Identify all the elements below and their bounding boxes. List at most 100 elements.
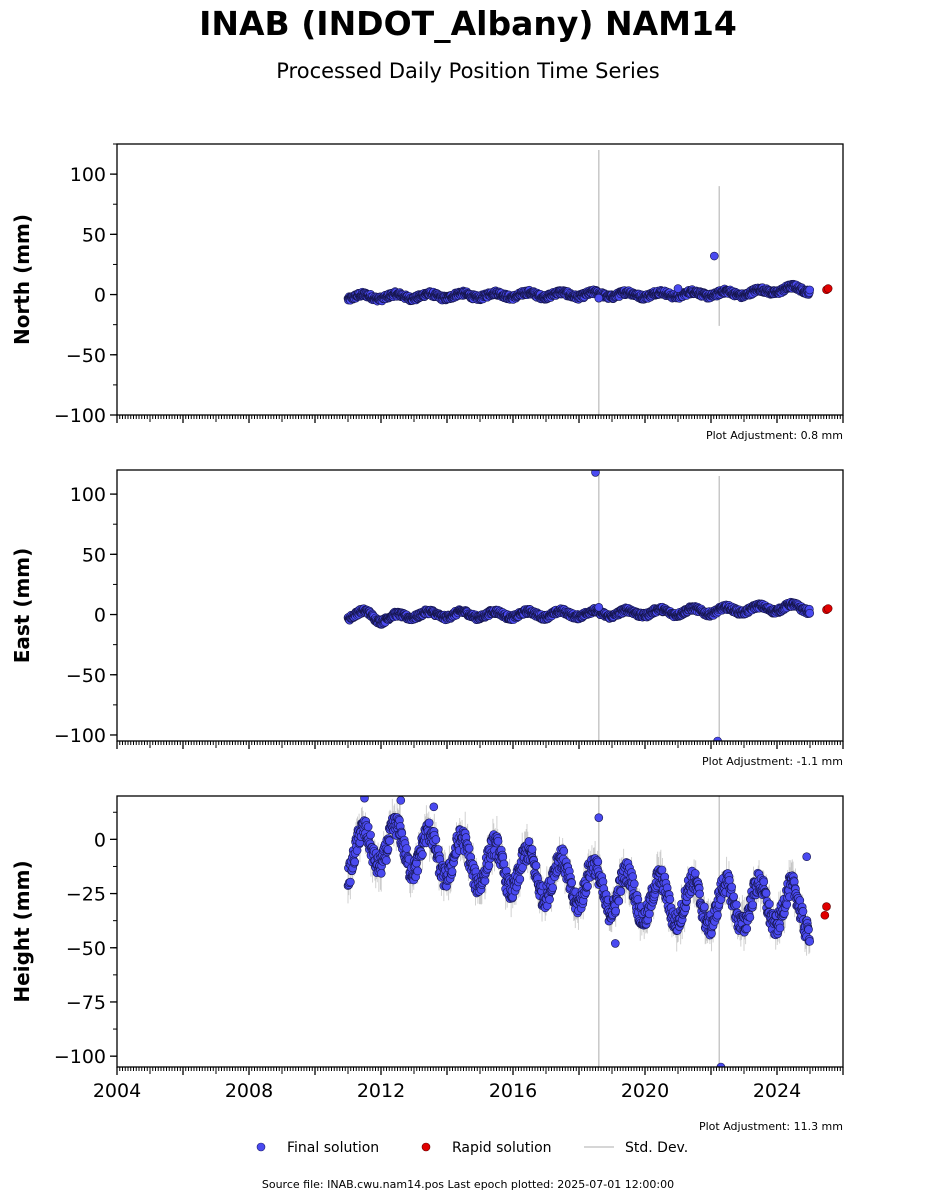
y-tick-label: −100: [54, 1046, 106, 1068]
y-tick-label: −100: [54, 725, 106, 747]
final-point: [742, 924, 752, 933]
final-point: [545, 895, 554, 904]
final-point: [665, 894, 675, 904]
y-tick-label: 0: [94, 605, 106, 627]
chart-subtitle: Processed Daily Position Time Series: [276, 59, 660, 83]
final-point: [559, 846, 569, 856]
final-point: [775, 923, 785, 933]
final-point: [350, 857, 360, 867]
y-tick-label: 100: [70, 164, 106, 186]
final-point: [761, 888, 771, 898]
final-point: [593, 857, 603, 867]
plot-area: [343, 150, 833, 415]
final-point: [366, 830, 375, 840]
final-point: [527, 844, 537, 854]
final-outlier-point: [610, 939, 620, 948]
final-point: [531, 861, 541, 870]
final-outlier-point: [396, 796, 406, 805]
final-point: [431, 835, 441, 844]
final-point: [493, 836, 503, 846]
final-point: [805, 285, 815, 295]
plot-adjustment-note: Plot Adjustment: -1.1 mm: [702, 755, 843, 768]
final-point: [611, 906, 620, 916]
final-point: [805, 608, 815, 618]
y-tick-label: −50: [66, 938, 106, 960]
final-point: [729, 892, 739, 901]
y-tick-label: 50: [82, 544, 106, 566]
y-tick-label: 100: [70, 484, 106, 506]
final-point: [524, 837, 534, 846]
final-point: [464, 843, 474, 853]
y-tick-label: −75: [66, 992, 106, 1014]
final-outlier-point: [709, 251, 719, 261]
final-point: [645, 909, 654, 919]
final-point: [583, 881, 592, 891]
y-axis-label: North (mm): [10, 214, 34, 345]
rapid-point: [820, 910, 830, 920]
final-point: [598, 877, 608, 886]
y-tick-label: 50: [82, 224, 106, 246]
final-point: [748, 900, 758, 910]
y-tick-label: −50: [66, 665, 106, 687]
y-tick-label: 0: [94, 285, 106, 307]
final-point: [765, 899, 774, 909]
final-point: [628, 872, 638, 881]
final-point: [727, 882, 737, 892]
final-outlier-point: [594, 293, 604, 303]
final-point: [424, 818, 434, 828]
final-outlier-point: [429, 802, 439, 812]
final-outlier-point: [594, 813, 604, 822]
y-tick-label: −50: [66, 345, 106, 367]
final-point: [363, 822, 373, 832]
axes-frame: [116, 143, 844, 416]
final-point: [630, 879, 639, 889]
final-point: [548, 883, 558, 893]
final-point: [732, 900, 741, 910]
final-point: [383, 845, 393, 854]
final-point: [346, 877, 355, 887]
final-point: [418, 850, 427, 859]
panel-1: 100 50 0 −50 −100 East (mm) Plot Adjustment: -…: [10, 469, 844, 768]
final-point: [759, 877, 769, 887]
panel-0: 100 50 0 −50 −100 North (mm) Plot Adjustment: …: [10, 143, 844, 442]
final-outlier-point: [591, 470, 600, 477]
final-outlier-point: [673, 284, 683, 293]
y-tick-label: −25: [66, 884, 106, 906]
plot-adjustment-note: Plot Adjustment: 0.8 mm: [706, 429, 843, 442]
final-point: [805, 937, 815, 946]
axes-frame: [116, 795, 844, 1068]
plot-area: [343, 796, 831, 1067]
final-point: [385, 836, 394, 846]
final-point: [782, 900, 792, 909]
final-point: [798, 907, 808, 916]
y-tick-label: −100: [54, 405, 106, 427]
final-point: [515, 874, 525, 884]
y-axis-label: East (mm): [10, 548, 34, 664]
final-point: [382, 856, 391, 865]
chart-title: INAB (INDOT_Albany) NAM14: [199, 4, 737, 43]
plot-area: [343, 470, 833, 741]
final-outlier-point: [594, 603, 604, 612]
final-point: [567, 878, 577, 888]
final-point: [700, 902, 709, 912]
rapid-point: [823, 284, 833, 293]
final-point: [447, 867, 457, 876]
final-outlier-point: [802, 852, 812, 862]
final-outlier-point: [713, 736, 722, 741]
final-point: [402, 844, 411, 853]
final-point: [695, 889, 704, 899]
final-point: [690, 869, 700, 878]
y-tick-label: 0: [94, 829, 106, 851]
panels: 100 50 0 −50 −100 North (mm) Plot Adjustment: …: [10, 143, 844, 1133]
final-point: [804, 925, 813, 934]
final-point: [713, 910, 722, 920]
final-point: [413, 866, 422, 876]
final-point: [745, 912, 755, 922]
rapid-point: [822, 902, 831, 911]
rapid-point: [823, 604, 833, 613]
final-point: [376, 869, 386, 878]
final-point: [614, 896, 624, 906]
final-point: [616, 887, 626, 896]
